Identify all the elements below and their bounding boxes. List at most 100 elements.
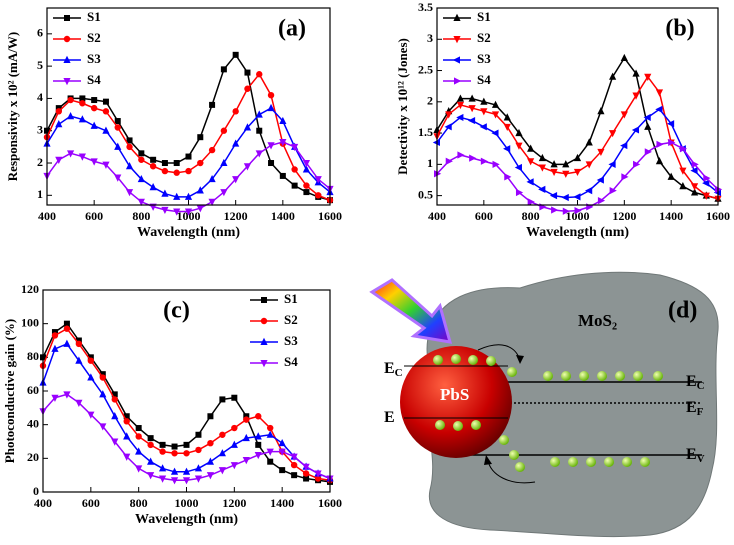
marker xyxy=(620,53,628,62)
marker xyxy=(63,391,71,399)
panel-label: (c) xyxy=(163,298,190,324)
x-axis-label: Wavelength (nm) xyxy=(526,225,629,240)
marker xyxy=(91,97,98,104)
marker xyxy=(87,354,94,361)
marker xyxy=(232,139,240,147)
marker xyxy=(194,464,203,472)
marker xyxy=(453,13,461,21)
marker xyxy=(232,108,239,115)
marker xyxy=(457,151,465,159)
marker xyxy=(242,457,250,465)
marker xyxy=(550,160,558,168)
marker xyxy=(243,163,252,171)
x-tick-label: 600 xyxy=(475,209,493,223)
carrier xyxy=(622,457,632,467)
marker xyxy=(66,150,75,158)
marker xyxy=(220,189,228,197)
marker xyxy=(585,161,593,169)
band-label: E xyxy=(384,409,395,426)
legend-label: S3 xyxy=(87,51,101,66)
band-label: EV xyxy=(686,446,705,465)
marker xyxy=(244,69,251,76)
marker xyxy=(491,111,500,119)
marker xyxy=(99,390,107,398)
marker xyxy=(66,111,75,120)
marker xyxy=(111,396,118,403)
marker xyxy=(644,148,652,156)
x-tick-label: 400 xyxy=(38,209,56,223)
marker xyxy=(260,337,268,345)
marker xyxy=(51,332,59,339)
marker xyxy=(206,457,215,465)
legend-label: S2 xyxy=(284,312,298,327)
marker xyxy=(51,329,58,336)
marker xyxy=(279,116,287,125)
panel-label: (d) xyxy=(668,298,697,324)
marker xyxy=(161,206,169,215)
marker xyxy=(491,100,500,108)
marker xyxy=(254,432,262,440)
marker xyxy=(504,173,512,181)
marker xyxy=(267,103,275,112)
marker xyxy=(55,156,63,164)
x-tick-label: 1200 xyxy=(612,209,636,223)
marker xyxy=(291,472,298,479)
marker xyxy=(456,94,465,102)
marker xyxy=(114,118,121,125)
marker xyxy=(161,160,168,167)
marker xyxy=(219,431,226,438)
marker xyxy=(702,179,710,187)
x-tick-label: 800 xyxy=(130,496,148,510)
marker xyxy=(314,176,322,184)
marker xyxy=(302,165,311,173)
carrier xyxy=(499,435,509,445)
marker xyxy=(632,69,640,77)
carrier xyxy=(433,355,443,365)
marker xyxy=(703,174,711,182)
marker xyxy=(254,451,262,460)
marker xyxy=(314,470,322,478)
marker xyxy=(75,337,82,344)
marker xyxy=(135,465,143,473)
carrier xyxy=(486,356,496,366)
carrier xyxy=(615,371,625,381)
marker xyxy=(303,182,310,189)
marker xyxy=(123,432,131,440)
marker xyxy=(182,467,191,475)
marker xyxy=(279,172,286,179)
marker xyxy=(99,374,106,381)
marker xyxy=(290,453,298,461)
band-symbol: E xyxy=(686,373,697,390)
marker xyxy=(691,160,699,168)
panel-label: (a) xyxy=(278,16,306,42)
marker xyxy=(260,317,268,325)
marker xyxy=(453,36,461,44)
marker xyxy=(456,113,464,122)
marker xyxy=(196,186,204,194)
carrier xyxy=(579,371,589,381)
carrier xyxy=(586,457,596,467)
marker xyxy=(632,92,640,100)
y-tick-label: 2 xyxy=(37,155,43,169)
marker xyxy=(87,357,95,364)
band-symbol: E xyxy=(384,409,395,426)
x-tick-label: 1400 xyxy=(271,209,295,223)
marker xyxy=(291,143,299,152)
y-tick-label: 20 xyxy=(27,450,39,464)
marker xyxy=(135,447,143,455)
marker xyxy=(538,153,546,162)
band-subscript: C xyxy=(697,380,705,392)
marker xyxy=(123,418,130,425)
marker xyxy=(111,391,118,398)
marker xyxy=(207,439,214,447)
marker xyxy=(158,475,167,483)
marker xyxy=(267,458,274,465)
marker xyxy=(492,160,500,168)
marker xyxy=(147,457,155,465)
marker xyxy=(208,174,216,183)
marker xyxy=(232,51,239,58)
x-tick-label: 1400 xyxy=(659,209,683,223)
marker xyxy=(102,98,109,105)
marker xyxy=(111,438,119,446)
marker xyxy=(244,85,251,92)
